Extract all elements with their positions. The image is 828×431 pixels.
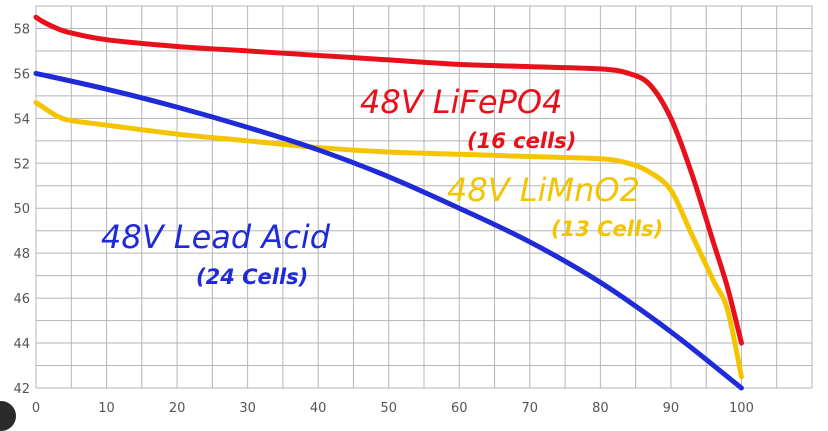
x-tick-label: 20 bbox=[169, 401, 186, 416]
x-tick-label: 0 bbox=[32, 401, 40, 416]
y-tick-label: 50 bbox=[13, 202, 30, 217]
y-tick-label: 44 bbox=[13, 337, 30, 352]
y-tick-label: 42 bbox=[13, 382, 30, 397]
x-tick-label: 90 bbox=[663, 401, 680, 416]
y-tick-label: 48 bbox=[13, 247, 30, 262]
series-labels: 48V LiFePO4 (16 cells) 48V LiMnO2 (13 Ce… bbox=[101, 83, 663, 289]
x-tick-label: 100 bbox=[729, 401, 754, 416]
y-tick-label: 56 bbox=[13, 67, 30, 82]
label-lifepo4-name: 48V LiFePO4 bbox=[360, 83, 562, 121]
series-lines bbox=[33, 14, 744, 391]
y-tick-label: 52 bbox=[13, 157, 30, 172]
y-tick-label: 46 bbox=[13, 292, 30, 307]
series-line-lead bbox=[33, 70, 744, 391]
label-lead-name: 48V Lead Acid bbox=[101, 218, 331, 256]
x-tick-label: 70 bbox=[522, 401, 539, 416]
y-tick-label: 54 bbox=[13, 112, 30, 127]
x-tick-label: 50 bbox=[380, 401, 397, 416]
x-tick-label: 60 bbox=[451, 401, 468, 416]
series-line-lifepo4 bbox=[33, 14, 744, 346]
x-tick-label: 40 bbox=[310, 401, 327, 416]
label-limno2-sub: (13 Cells) bbox=[551, 217, 663, 241]
y-tick-label: 58 bbox=[13, 22, 30, 37]
x-tick-label: 10 bbox=[98, 401, 115, 416]
x-tick-label: 30 bbox=[239, 401, 256, 416]
grid bbox=[35, 5, 813, 389]
label-lifepo4-sub: (16 cells) bbox=[467, 129, 576, 153]
x-tick-label: 80 bbox=[592, 401, 609, 416]
series-line-limno2 bbox=[33, 100, 744, 380]
voltage-discharge-chart: 42 44 46 48 50 52 54 56 58 0 10 20 30 40 50 60 70 80 90 100… bbox=[13, 5, 813, 416]
tick-labels: 42 44 46 48 50 52 54 56 58 0 10 20 30 40 50 60 70 80 90 100 bbox=[13, 22, 753, 416]
label-lead-sub: (24 Cells) bbox=[196, 265, 308, 289]
label-limno2-name: 48V LiMnO2 bbox=[447, 171, 640, 209]
